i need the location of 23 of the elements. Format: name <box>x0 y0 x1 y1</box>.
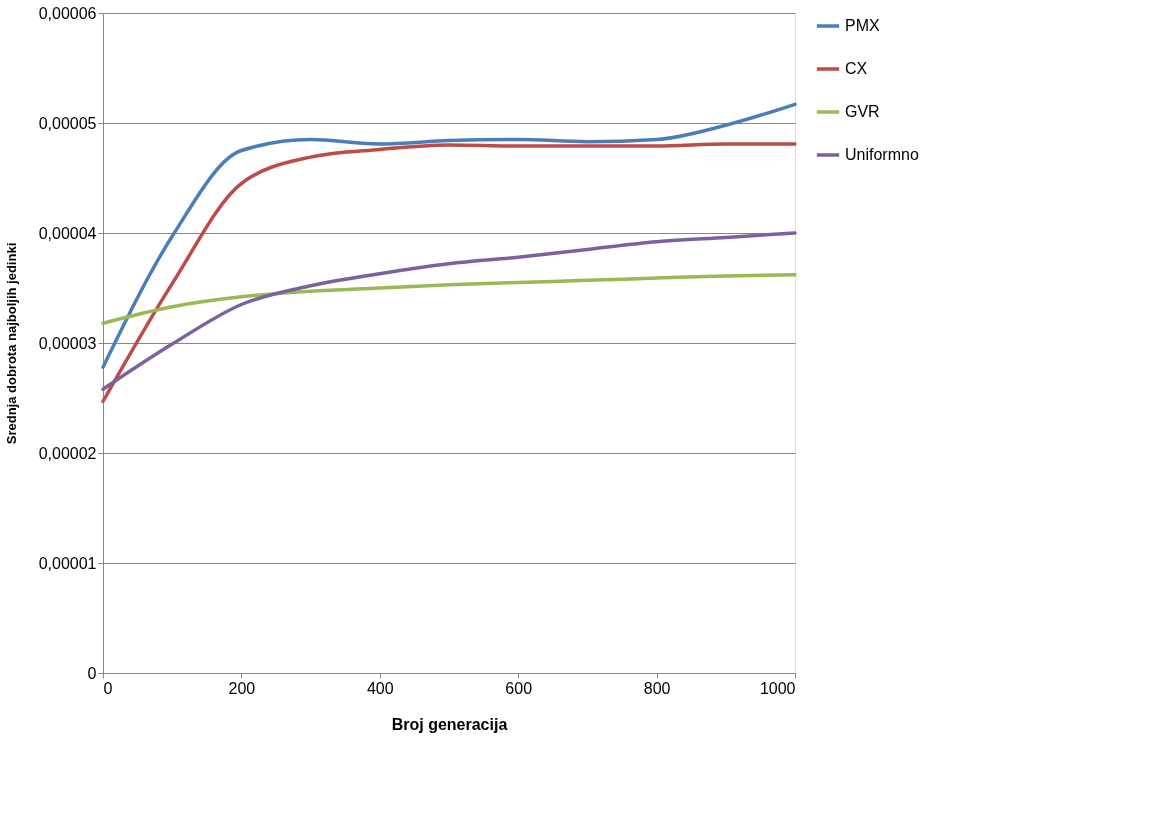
x-axis-title: Broj generacija <box>391 715 508 733</box>
legend-label: Uniformno <box>845 146 919 163</box>
y-tick-label: 0,00002 <box>38 444 97 462</box>
line-series <box>101 231 797 391</box>
legend-label: PMX <box>845 17 880 34</box>
x-tick-label: 1000 <box>759 679 796 697</box>
x-tick-label: 200 <box>228 679 256 697</box>
line-series <box>101 142 797 404</box>
y-tick-label: 0,00005 <box>38 114 97 132</box>
y-tick-label: 0,00001 <box>38 554 97 572</box>
y-tick-label: 0,00004 <box>38 224 97 242</box>
x-tick-label: 400 <box>366 679 394 697</box>
legend-label: CX <box>845 60 868 77</box>
x-tick-label: 0 <box>103 679 113 697</box>
line-series <box>101 273 797 325</box>
x-tick-label: 600 <box>505 679 533 697</box>
x-tick-label: 800 <box>643 679 671 697</box>
y-tick-label: 0,00006 <box>38 4 97 22</box>
legend-label: GVR <box>845 103 880 120</box>
y-axis-title: Srednja dobrota najboljih jedinki <box>3 242 19 445</box>
y-tick-label: 0 <box>87 664 97 682</box>
line-series <box>101 102 797 369</box>
y-tick-label: 0,00003 <box>38 334 97 352</box>
